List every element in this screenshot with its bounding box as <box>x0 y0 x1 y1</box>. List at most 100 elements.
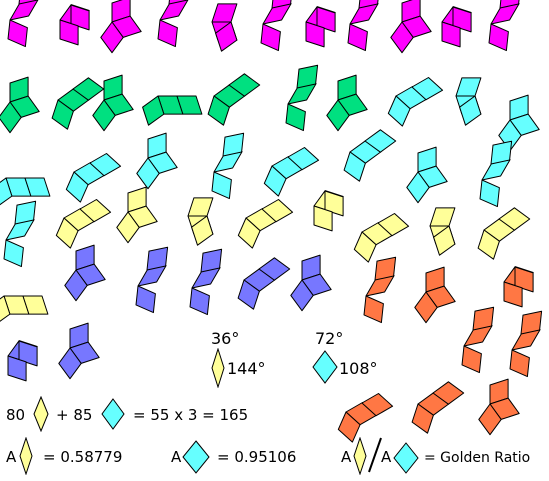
thin-rhomb-icon <box>19 436 33 479</box>
rhomb-tile <box>157 19 178 48</box>
rhomb-tile <box>411 403 434 434</box>
rhomb-tile <box>22 295 49 315</box>
rhomb-tile <box>51 99 74 130</box>
rhomb-tile <box>64 269 88 302</box>
rhomb-tile <box>260 23 281 52</box>
rhomb-tile <box>215 21 238 52</box>
rhomb-tile <box>65 171 89 203</box>
fat-rhomb-side-angle: 108° <box>339 359 378 378</box>
rhomb-tile <box>211 171 232 200</box>
rhomb-tile <box>313 205 333 232</box>
rhomb-tile <box>261 199 294 223</box>
rhomb-tile <box>59 19 79 46</box>
rhomb-tile <box>24 177 51 197</box>
rhomb-tile <box>0 101 22 134</box>
rhomb-tile <box>136 157 160 190</box>
rhomb-tile <box>100 21 124 54</box>
rhomb-tile <box>305 21 325 48</box>
fat-rhomb-icon <box>312 350 338 388</box>
rhomb-tile <box>472 306 495 331</box>
rhomb-tile <box>316 6 336 33</box>
rhomb-tile <box>347 23 368 52</box>
rhomb-tile <box>55 217 79 249</box>
rhomb-tile <box>459 95 482 126</box>
thin-rhomb-shape <box>19 436 33 476</box>
rhomb-tile <box>146 246 169 271</box>
thin-rhomb-side-angle: 144° <box>227 359 266 378</box>
rhomb-tile <box>211 3 238 23</box>
rhomb-tile <box>290 279 314 312</box>
rhomb-tile <box>237 279 260 310</box>
fat-tile-count: + 85 <box>56 406 93 424</box>
rhomb-tile <box>353 231 377 263</box>
rhomb-tile <box>498 207 531 231</box>
fat-area-prefix: A <box>171 448 182 466</box>
rhomb-tile <box>7 19 28 48</box>
rhomb-tile <box>207 95 230 126</box>
rhomb-tile <box>441 21 461 48</box>
rhomb-tile <box>479 179 500 208</box>
thin-area-value: = 0.58779 <box>43 448 123 466</box>
rhomb-tile <box>509 349 530 378</box>
golden-ratio-label: = Golden Ratio <box>424 450 531 466</box>
rhomb-tile <box>135 285 156 314</box>
rhomb-tile <box>228 73 261 97</box>
rhomb-tile <box>258 257 291 281</box>
rhomb-tile <box>520 310 543 335</box>
rhomb-tile <box>176 95 203 115</box>
thin-tile-count: 80 <box>6 406 26 424</box>
rhomb-tile <box>7 355 27 382</box>
rhomb-tile <box>406 171 430 204</box>
tile-clusters <box>0 0 543 443</box>
rhomb-tile <box>432 381 465 405</box>
rhomb-tile <box>337 411 361 443</box>
rhomb-tile <box>187 197 214 217</box>
rhomb-tile <box>70 4 90 31</box>
fat-rhomb-icon <box>393 442 419 478</box>
rhomb-tile <box>488 23 509 52</box>
rhomb-tile <box>452 6 472 33</box>
rhomb-tile <box>191 215 214 246</box>
rhomb-tile <box>429 207 456 227</box>
rhomb-tile <box>142 95 165 126</box>
thin-rhomb-shape <box>353 436 367 476</box>
rhomb-tile <box>0 177 13 206</box>
rhomb-tile <box>411 77 444 101</box>
rhomb-tile <box>514 266 534 293</box>
rhomb-tile <box>237 217 261 249</box>
thin-rhomb-shape <box>211 347 225 389</box>
rhomb-tile <box>200 248 223 273</box>
rhomb-tile <box>285 103 306 132</box>
rhomb-tile <box>79 199 112 223</box>
rhomb-tile <box>358 0 379 9</box>
fat-area-value: = 0.95106 <box>217 448 297 466</box>
rhomb-tile <box>364 129 397 153</box>
rhomb-tile <box>263 165 287 197</box>
fat-rhomb-top-angle: 72° <box>315 329 344 348</box>
ratio-thin-prefix: A <box>341 448 352 466</box>
rhomb-tile <box>433 225 456 256</box>
rhomb-tile <box>271 0 292 9</box>
rhomb-tile <box>18 0 39 5</box>
fat-rhomb-icon <box>182 440 210 478</box>
rhomb-tile <box>478 403 502 436</box>
rhomb-tile <box>361 393 394 417</box>
rhomb-tile <box>414 291 438 324</box>
fat-rhomb-shape <box>393 442 419 474</box>
fat-rhomb-shape <box>182 440 210 474</box>
rhomb-tile <box>168 0 189 5</box>
rhomb-tile <box>18 340 38 367</box>
rhomb-tile <box>499 0 520 9</box>
thin-area-prefix: A <box>6 448 17 466</box>
tile-total-equation: = 55 x 3 = 165 <box>133 406 249 424</box>
ratio-fat-prefix: A <box>381 448 392 466</box>
rhomb-tile <box>58 347 82 380</box>
rhomb-tile <box>89 153 122 177</box>
rhomb-tile <box>363 295 384 324</box>
rhomb-tile <box>92 99 116 132</box>
fat-rhomb-icon <box>101 398 125 434</box>
fraction-slash <box>368 437 382 477</box>
rhomb-tile <box>374 256 397 281</box>
rhomb-tile <box>387 95 411 127</box>
